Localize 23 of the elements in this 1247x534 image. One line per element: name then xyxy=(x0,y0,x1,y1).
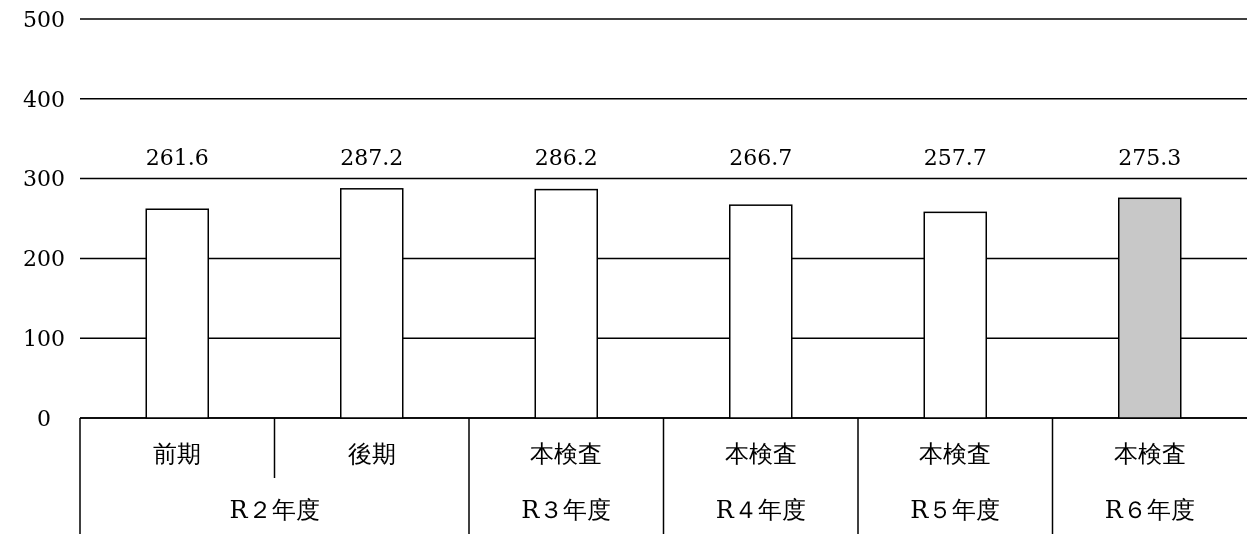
x-tick-label: 後期 xyxy=(347,440,396,468)
x-tick-label: 本検査 xyxy=(1113,440,1186,468)
data-label: 286.2 xyxy=(534,144,598,170)
text: R２年度 xyxy=(229,496,320,524)
text: R４年度 xyxy=(715,496,806,524)
x-tick-label: 本検査 xyxy=(919,440,992,468)
y-tick-label: 200 xyxy=(23,246,65,272)
y-tick-label: 400 xyxy=(23,86,65,112)
x-tick-label: 前期 xyxy=(153,440,202,468)
y-tick-label: 100 xyxy=(23,325,65,351)
data-label: 261.6 xyxy=(145,144,209,170)
text: R３年度 xyxy=(521,496,612,524)
y-tick-label: 500 xyxy=(23,6,65,32)
data-label: 287.2 xyxy=(340,144,404,170)
x-tick-label: 本検査 xyxy=(724,440,797,468)
data-label: 266.7 xyxy=(729,144,793,170)
data-label: 275.3 xyxy=(1118,144,1182,170)
x-tick-label: 本検査 xyxy=(530,440,603,468)
text: R５年度 xyxy=(910,496,1001,524)
text: R６年度 xyxy=(1104,496,1195,524)
y-tick-label: 0 xyxy=(37,405,51,431)
y-tick-label: 300 xyxy=(23,166,65,192)
data-label: 257.7 xyxy=(923,144,987,170)
